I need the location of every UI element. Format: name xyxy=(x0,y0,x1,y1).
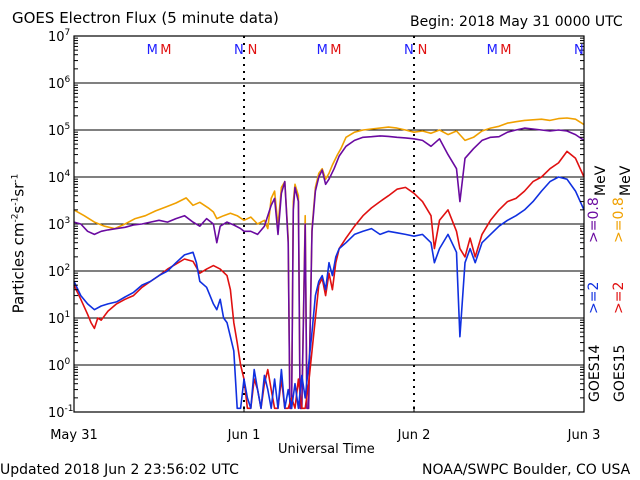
day-marker-label: M xyxy=(330,43,341,58)
plot-frame xyxy=(73,35,585,413)
y-tick-exponent: 2 xyxy=(65,263,71,273)
y-tick-label: 10-1 xyxy=(48,404,74,421)
legend-unit-1: MeV xyxy=(593,165,609,196)
day-marker-label: N xyxy=(574,43,584,58)
y-tick-label: 104 xyxy=(48,169,71,186)
legend-goes15-ge2: >=2 xyxy=(611,281,627,314)
x-tick-label: Jun 3 xyxy=(567,428,601,443)
y-tick-base: 10 xyxy=(48,312,65,327)
legend-goes14-ge2: >=2 xyxy=(586,281,602,314)
y-axis-label-text: Particles cm-2s-1sr-1 xyxy=(9,173,28,314)
y-tick-label: 103 xyxy=(48,216,70,233)
y-tick-label: 106 xyxy=(48,75,71,92)
y-tick-base: 10 xyxy=(48,265,65,280)
x-axis-label: Universal Time xyxy=(278,442,375,457)
grid-lines xyxy=(74,35,584,413)
credit-text: NOAA/SWPC Boulder, CO USA xyxy=(422,462,631,478)
legend-goes14: GOES14 xyxy=(587,344,603,402)
y-tick-exponent: 0 xyxy=(65,357,71,367)
y-tick-label: 105 xyxy=(48,122,70,139)
y-tick-label: 100 xyxy=(48,357,71,374)
day-marker-label: N xyxy=(234,43,244,58)
x-tick-label: Jun 1 xyxy=(227,428,261,443)
y-tick-exponent: 6 xyxy=(65,75,71,85)
y-tick-exponent: 3 xyxy=(65,216,71,226)
series-lines xyxy=(73,117,585,410)
day-marker-label: N xyxy=(248,43,258,58)
y-tick-exponent: 7 xyxy=(65,28,71,38)
x-tick-label: May 31 xyxy=(50,428,98,443)
plot-border xyxy=(73,35,585,413)
series-line xyxy=(73,150,585,410)
x-tick-labels: May 31 Jun 1 Jun 2 Jun 3 xyxy=(50,428,600,443)
day-marker-label: M xyxy=(160,43,171,58)
legend-goes15: GOES15 xyxy=(612,344,628,402)
begin-time: Begin: 2018 May 31 0000 UTC xyxy=(410,14,623,30)
y-tick-base: 10 xyxy=(48,30,65,45)
y-tick-label: 107 xyxy=(48,28,70,45)
legend-unit-2: MeV xyxy=(618,165,634,196)
legend-goes14-ge08: >=0.8 xyxy=(586,197,602,243)
y-axis-label: Particles cm-2s-1sr-1 xyxy=(8,149,28,339)
y-tick-exponent: 5 xyxy=(65,122,71,132)
y-tick-base: 10 xyxy=(48,359,65,374)
y-tick-base: 10 xyxy=(48,77,65,92)
y-tick-label: 102 xyxy=(48,263,70,280)
day-marker-label: N xyxy=(418,43,428,58)
updated-timestamp: Updated 2018 Jun 2 23:56:02 UTC xyxy=(0,462,239,478)
chart-title: GOES Electron Flux (5 minute data) xyxy=(12,9,279,27)
x-tick-label: Jun 2 xyxy=(397,428,431,443)
day-marker-label: M xyxy=(147,43,158,58)
y-tick-exponent: 1 xyxy=(65,310,71,320)
y-tick-base: 10 xyxy=(48,218,65,233)
y-tick-base: 10 xyxy=(48,124,65,139)
y-tick-base: 10 xyxy=(48,406,65,421)
y-tick-exponent: -1 xyxy=(65,404,74,414)
series-line xyxy=(73,176,585,410)
y-tick-exponent: 4 xyxy=(65,169,71,179)
y-tick-label: 101 xyxy=(48,310,70,327)
day-marker-label: N xyxy=(404,43,414,58)
day-marker-label: M xyxy=(487,43,498,58)
day-marker-label: M xyxy=(317,43,328,58)
y-tick-base: 10 xyxy=(48,171,65,186)
day-marker-label: M xyxy=(500,43,511,58)
legend-goes15-ge08: >=0.8 xyxy=(611,197,627,243)
